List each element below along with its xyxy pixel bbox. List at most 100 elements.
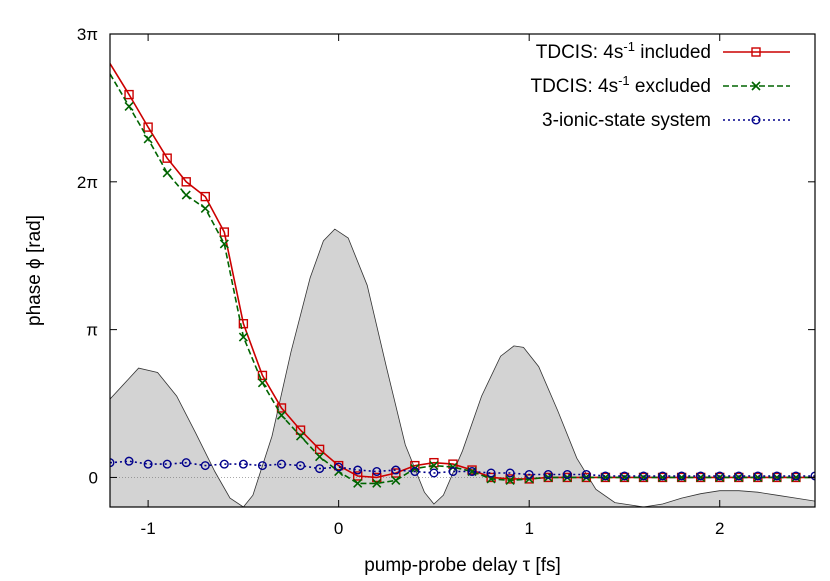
series-2-point-3	[162, 459, 172, 469]
y-tick-label-3: 3π	[77, 25, 98, 44]
series-2-point-28	[639, 471, 649, 481]
series-1-point-28	[658, 472, 668, 483]
series-1-point-4	[200, 203, 210, 213]
series-2-point-16	[410, 467, 420, 477]
series-2-point-0	[110, 458, 115, 468]
series-0-point-14	[391, 468, 401, 478]
series-1-point-34	[772, 472, 782, 483]
series-1-point-12	[353, 478, 363, 488]
series-2-point-14	[372, 467, 382, 477]
series-2-point-12	[334, 462, 344, 472]
x-tick-label-3: 2	[715, 519, 724, 538]
series-1-point-26	[619, 472, 630, 483]
series-1-point-31	[715, 472, 725, 483]
series-1-point-8	[276, 410, 287, 420]
series-layer	[110, 63, 815, 488]
x-tick-label-1: 0	[334, 519, 343, 538]
series-0-point-4	[200, 191, 210, 202]
x-axis-label: pump-probe delay τ [fs]	[364, 555, 561, 576]
series-0-point-19	[486, 472, 496, 483]
series-1	[110, 73, 815, 488]
series-1-point-13	[372, 478, 382, 488]
series-0-point-9	[295, 425, 306, 435]
series-1-point-14	[391, 475, 401, 485]
series-line-1	[110, 73, 815, 485]
series-0-point-20	[505, 474, 515, 484]
series-1-point-0	[124, 101, 134, 111]
series-2-point-22	[524, 469, 534, 479]
series-2-point-19	[467, 467, 477, 477]
legend-label-2: 3-ionic-state system	[542, 110, 711, 131]
series-2-point-34	[753, 471, 763, 481]
series-1-point-30	[696, 472, 706, 483]
y-tick-label-2: 2π	[77, 173, 98, 192]
legend-marker-2	[751, 115, 761, 125]
series-1-point-33	[753, 472, 763, 483]
series-2-point-25	[581, 469, 591, 479]
series-2-point-6	[219, 459, 229, 469]
series-2-point-29	[658, 471, 668, 481]
series-2-point-5	[200, 461, 210, 471]
series-0-point-3	[181, 177, 191, 187]
series-2-point-27	[619, 471, 629, 481]
series-2-point-11	[315, 464, 325, 474]
plot-frame	[109, 33, 816, 508]
legend-marker-0	[751, 47, 761, 57]
series-2-point-17	[429, 468, 439, 478]
pulse-outline	[110, 228, 815, 507]
series-2-point-24	[562, 469, 572, 479]
series-0-point-1	[143, 122, 153, 132]
series-2-point-10	[296, 461, 306, 471]
series-2-point-9	[276, 459, 286, 469]
series-2-point-23	[543, 469, 553, 479]
legend: TDCIS: 4s-1 included TDCIS: 4s-1 excluded…	[530, 39, 790, 131]
series-1-point-7	[257, 378, 267, 388]
x-tick-label-0: -1	[141, 519, 156, 538]
y-tick-label-0: 0	[89, 468, 98, 487]
series-1-point-16	[429, 461, 439, 471]
series-1-point-1	[143, 134, 153, 144]
series-1-point-2	[162, 168, 172, 178]
series-0-point-6	[238, 319, 249, 329]
series-2-point-7	[238, 459, 248, 469]
series-2-point-36	[791, 471, 801, 481]
series-0-point-7	[257, 370, 268, 381]
series-1-point-10	[315, 452, 325, 462]
pulse-area	[110, 229, 815, 507]
series-0-point-12	[353, 471, 363, 481]
x-tick-label-2: 1	[524, 519, 533, 538]
series-2-point-4	[181, 458, 191, 468]
series-2-point-15	[391, 465, 401, 475]
series-2-point-31	[696, 471, 706, 481]
background-pulse	[110, 228, 815, 507]
series-0-point-0	[124, 89, 134, 100]
legend-label-0: TDCIS: 4s-1 included	[536, 39, 711, 64]
series-1-point-22	[543, 472, 553, 483]
legend-marker-1	[751, 81, 761, 91]
series-2-point-1	[124, 456, 134, 466]
series-2-point-8	[257, 461, 267, 471]
series-2-point-30	[677, 471, 687, 481]
series-1-point-15	[410, 464, 420, 474]
series-1-point-27	[638, 472, 649, 483]
axis-ticks: -1 0 1 2 0 π 2π 3π	[77, 25, 815, 538]
series-1-point-9	[295, 431, 306, 441]
series-2-point-21	[505, 468, 515, 478]
series-2-point-13	[353, 465, 363, 475]
series-2-point-35	[772, 471, 782, 481]
series-2-point-20	[486, 468, 496, 478]
series-2	[110, 456, 815, 481]
series-0-point-5	[219, 227, 230, 237]
series-1-point-35	[791, 472, 801, 483]
series-1-point-25	[600, 472, 610, 483]
series-1-point-20	[505, 475, 515, 485]
series-1-point-29	[677, 472, 687, 483]
series-1-point-6	[238, 332, 248, 342]
y-axis-label: phase ϕ [rad]	[24, 215, 45, 326]
series-2-point-26	[600, 471, 610, 481]
series-1-point-3	[181, 190, 191, 200]
series-2-point-2	[143, 459, 153, 469]
series-0-point-10	[314, 444, 325, 455]
series-0-point-2	[162, 153, 172, 163]
